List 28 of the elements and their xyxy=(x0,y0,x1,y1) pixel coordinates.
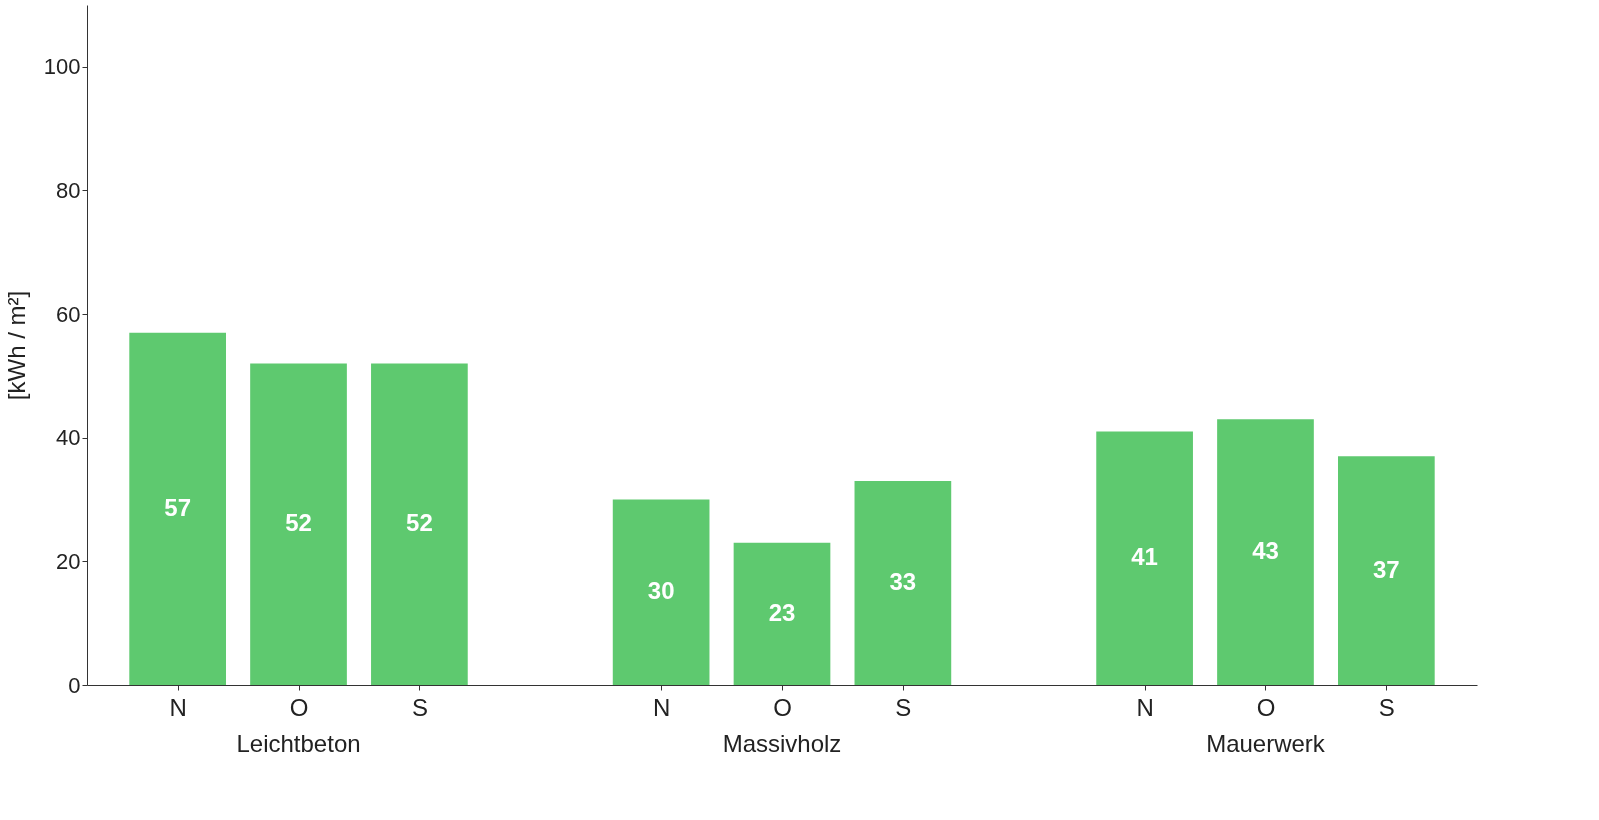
x-tick-label: S xyxy=(1378,693,1395,721)
x-tick-label: S xyxy=(411,693,428,721)
y-tick-label: 80 xyxy=(56,177,81,203)
data-label: 41 xyxy=(1131,543,1158,571)
y-axis-title: [kWh / m²] xyxy=(2,290,30,401)
data-label: 52 xyxy=(406,509,433,537)
x-tick-label: S xyxy=(895,693,912,721)
data-label: 43 xyxy=(1252,537,1279,565)
text: Massivholz xyxy=(722,730,842,757)
data-label: 37 xyxy=(1373,555,1400,583)
y-tick-label: 60 xyxy=(56,301,81,327)
x-tick-label: N xyxy=(652,693,671,721)
data-label: 57 xyxy=(164,493,191,521)
data-label: 52 xyxy=(285,509,312,537)
x-tick-label: N xyxy=(169,693,187,721)
y-tick-label: 0 xyxy=(68,672,81,698)
x-tick-label: O xyxy=(773,693,792,721)
data-label: 23 xyxy=(768,598,796,626)
y-tick-label: 40 xyxy=(56,425,81,451)
x-tick-label: O xyxy=(289,693,309,721)
x-tick-label: O xyxy=(1256,693,1276,721)
text: Mauerwerk xyxy=(1206,730,1326,757)
data-label: 30 xyxy=(647,577,675,605)
x-tick-label: N xyxy=(1136,693,1154,721)
data-label: 33 xyxy=(889,568,917,595)
y-tick-label: 100 xyxy=(43,54,81,80)
y-tick-label: 20 xyxy=(56,548,81,574)
text: Leichtbeton xyxy=(236,730,361,757)
